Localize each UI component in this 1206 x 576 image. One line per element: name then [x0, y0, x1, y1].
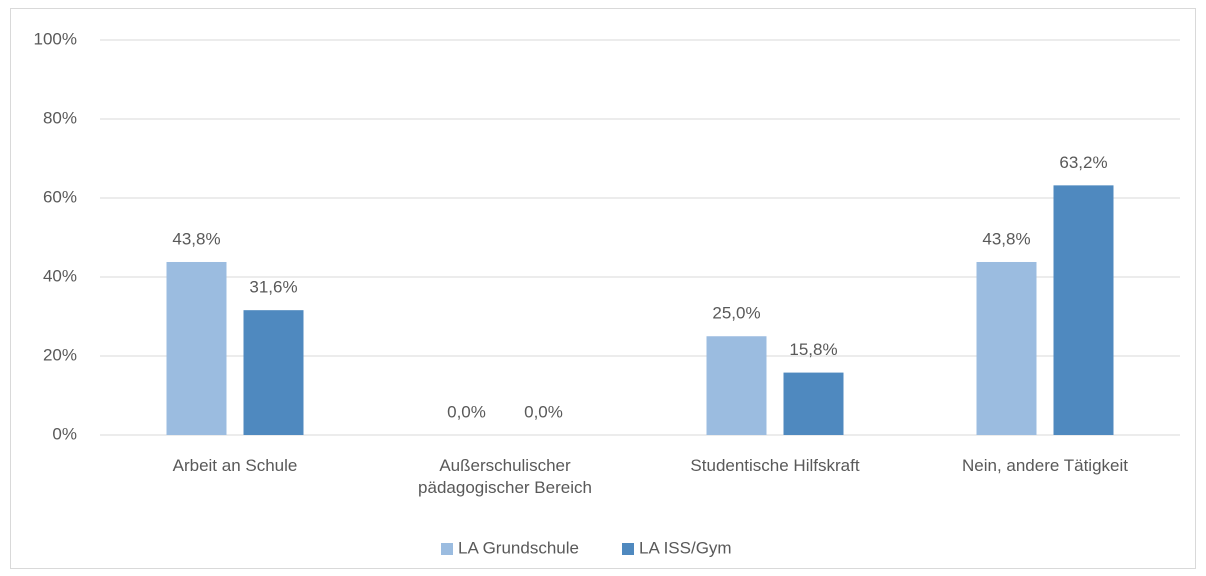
data-label: 43,8% [982, 229, 1030, 248]
legend-swatch [622, 543, 634, 555]
data-label: 15,8% [789, 340, 837, 359]
legend-label: LA Grundschule [458, 538, 579, 557]
y-tick-label: 60% [43, 187, 77, 206]
bar [706, 336, 767, 435]
bar [243, 310, 304, 435]
legend-label: LA ISS/Gym [639, 538, 732, 557]
x-tick-label: Studentische Hilfskraft [690, 456, 860, 475]
data-label: 0,0% [524, 402, 563, 421]
y-tick-label: 40% [43, 266, 77, 285]
y-tick-label: 20% [43, 345, 77, 364]
y-tick-label: 100% [34, 29, 77, 48]
data-label: 43,8% [172, 229, 220, 248]
data-label: 0,0% [447, 402, 486, 421]
x-tick-label: Arbeit an Schule [172, 456, 298, 475]
bar [783, 372, 844, 435]
x-tick-label: Außerschulischer pädagogischer Bereich [418, 456, 592, 497]
data-label: 25,0% [712, 304, 760, 323]
y-tick-label: 0% [52, 424, 77, 443]
bar [976, 261, 1037, 435]
data-label: 31,6% [249, 278, 297, 297]
legend-swatch [441, 543, 453, 555]
bar [1053, 185, 1114, 435]
y-tick-label: 80% [43, 108, 77, 127]
x-tick-label: Nein, andere Tätigkeit [961, 456, 1128, 475]
bar [166, 261, 227, 435]
data-label: 63,2% [1059, 153, 1107, 172]
